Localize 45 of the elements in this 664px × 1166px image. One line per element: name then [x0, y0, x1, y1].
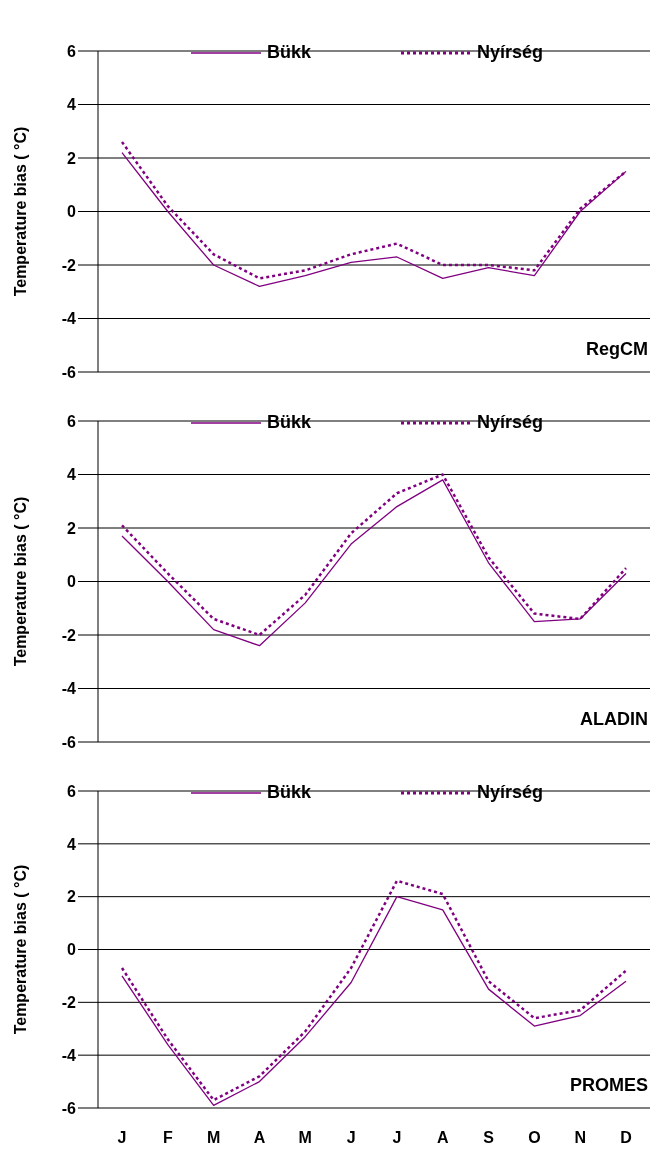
y-axis-title: Temperature bias ( °C) — [11, 864, 29, 1035]
x-tick-label: M — [298, 1129, 312, 1147]
y-tick-label: -6 — [61, 1099, 77, 1117]
x-tick-label: S — [483, 1129, 495, 1147]
y-tick-label: 2 — [67, 149, 77, 167]
y-tick-label: 4 — [67, 466, 77, 484]
y-axis-title: Temperature bias ( °C) — [11, 126, 29, 297]
legend-label: Nyírség — [476, 42, 544, 63]
x-tick-label: J — [117, 1129, 127, 1147]
y-tick-label: 0 — [67, 203, 77, 221]
legend-label: Nyírség — [476, 782, 544, 803]
x-tick-label: J — [346, 1129, 356, 1147]
y-tick-label: -4 — [61, 310, 77, 328]
annotation: PROMES — [569, 1075, 648, 1096]
legend-label: Bükk — [266, 42, 311, 63]
x-tick-label: A — [436, 1129, 449, 1147]
y-tick-label: -6 — [61, 363, 77, 381]
y-tick-label: 0 — [67, 941, 77, 959]
y-tick-label: 6 — [67, 782, 77, 800]
x-tick-label: N — [574, 1129, 586, 1147]
x-tick-label: J — [392, 1129, 402, 1147]
x-tick-label: O — [528, 1129, 541, 1147]
legend-label: Bükk — [266, 782, 311, 803]
x-tick-label: F — [162, 1129, 173, 1147]
y-tick-label: 4 — [67, 96, 77, 114]
y-tick-label: -4 — [61, 1046, 77, 1064]
legend-label: Nyírség — [476, 412, 544, 433]
x-tick-label: A — [253, 1129, 266, 1147]
y-tick-label: -2 — [61, 626, 77, 644]
y-tick-label: 2 — [67, 888, 77, 906]
y-axis-title: Temperature bias ( °C) — [11, 496, 29, 667]
y-tick-label: 4 — [67, 835, 77, 853]
annotation: RegCM — [586, 339, 648, 360]
y-tick-label: -4 — [61, 680, 77, 698]
x-tick-label: M — [206, 1129, 221, 1147]
x-tick-label: D — [620, 1129, 632, 1147]
y-tick-label: 2 — [67, 519, 77, 537]
legend-label: Bükk — [266, 412, 311, 433]
y-tick-label: -6 — [61, 733, 77, 751]
annotation: ALADIN — [580, 709, 648, 730]
y-tick-label: 6 — [67, 42, 77, 60]
y-tick-label: 0 — [67, 573, 77, 591]
y-tick-label: -2 — [61, 994, 77, 1012]
y-tick-label: -2 — [61, 256, 77, 274]
y-tick-label: 6 — [67, 412, 77, 430]
